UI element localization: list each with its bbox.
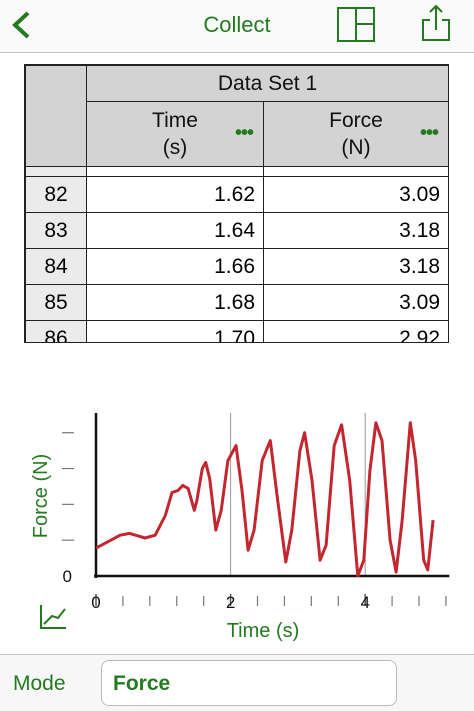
column-menu[interactable]: ••• xyxy=(234,122,254,144)
row-number: 82 xyxy=(25,176,87,213)
row-number: 84 xyxy=(25,248,87,285)
column-menu[interactable]: ••• xyxy=(420,122,439,144)
share-button[interactable] xyxy=(422,4,450,41)
y-axis-label: Force (N) xyxy=(30,454,52,538)
x-tick-label: 2 xyxy=(226,593,235,612)
table-row: 82 1.62 3.09 xyxy=(25,176,448,213)
x-tick-label: 4 xyxy=(360,593,369,612)
corner-cell xyxy=(25,65,87,167)
data-table: Data Set 1 Time (s) ••• Force (N) ••• 82 1.62… xyxy=(24,64,449,343)
table-row: 83 1.64 3.18 xyxy=(25,212,448,249)
graph-options-button[interactable] xyxy=(40,605,66,629)
data-line xyxy=(95,421,435,578)
column-name: Time xyxy=(152,109,198,132)
column-name: Force xyxy=(329,109,383,132)
cell: 3.09 xyxy=(262,284,448,321)
row-number: 86 xyxy=(25,320,87,342)
layout-button[interactable] xyxy=(337,7,375,42)
cell: 1.62 xyxy=(86,176,264,213)
x-axis-label: Time (s) xyxy=(227,620,300,642)
column-unit: (N) xyxy=(341,136,371,159)
cell: 3.18 xyxy=(262,212,448,249)
column-header[interactable]: Force (N) ••• xyxy=(262,101,448,167)
cell: 3.18 xyxy=(262,248,448,285)
table-row: 85 1.68 3.09 xyxy=(25,284,448,321)
column-header[interactable]: Time (s) ••• xyxy=(86,101,264,167)
x-tick-label: 0 xyxy=(91,593,100,612)
row-number: 83 xyxy=(25,212,87,249)
mode-value[interactable]: Force xyxy=(113,672,171,695)
column-unit: (s) xyxy=(162,136,188,159)
table: Data Set 1 Time (s) ••• Force (N) ••• 82 1.62… xyxy=(25,65,448,342)
mode-selector[interactable] xyxy=(101,660,397,706)
cell: 3.09 xyxy=(262,176,448,213)
mode-label: Mode xyxy=(13,672,66,695)
screen-title: Collect xyxy=(203,12,271,37)
table-row: 84 1.66 3.18 xyxy=(25,248,448,285)
top-bar xyxy=(0,0,474,53)
cell: 1.70 xyxy=(86,320,264,342)
cell: 2.92 xyxy=(262,320,448,342)
cell: 1.68 xyxy=(86,284,264,321)
back-button[interactable] xyxy=(12,11,30,39)
table-row: 86 1.70 2.92 xyxy=(25,320,448,342)
y-tick-label: 0 xyxy=(63,567,72,586)
